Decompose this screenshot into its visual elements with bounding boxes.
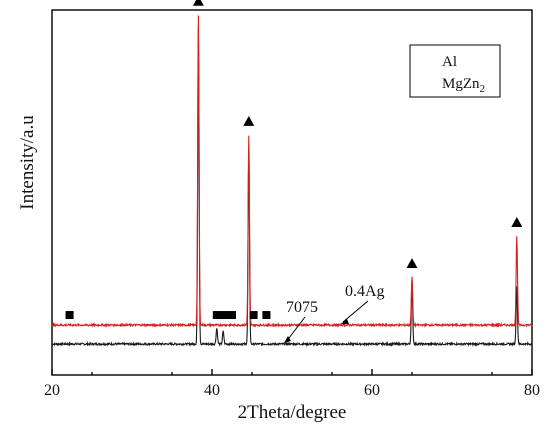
series-line-7075 — [51, 28, 533, 348]
series-line-0-4ag — [51, 15, 533, 328]
annotation-ag-label: 0.4Ag — [345, 283, 385, 300]
x-tick-label: 80 — [524, 382, 540, 399]
legend-label-mgzn: MgZn2 — [442, 76, 485, 95]
mgzn2-peak-marker — [249, 311, 258, 320]
annotation-7075-arrowhead — [284, 336, 291, 343]
x-tick-label: 40 — [204, 382, 220, 399]
annotation-7075-arrow — [285, 316, 306, 343]
annotation-7075-label: 7075 — [286, 299, 318, 316]
al-peak-marker — [511, 217, 523, 227]
y-axis-title: Intensity/a.u — [17, 115, 38, 210]
x-tick-label: 60 — [364, 382, 380, 399]
mgzn2-peak-marker — [262, 311, 271, 320]
al-peak-marker — [192, 0, 204, 6]
x-axis-title: 2Theta/degree — [238, 402, 347, 423]
al-peak-marker — [243, 115, 255, 126]
annotation-ag-arrow — [342, 300, 369, 323]
mgzn2-peak-marker — [65, 311, 74, 320]
plot-frame — [51, 9, 533, 376]
x-tick-label: 20 — [44, 382, 60, 399]
mgzn2-peak-marker — [220, 311, 228, 320]
legend-box — [409, 44, 501, 98]
legend-label-al: Al — [442, 54, 457, 70]
al-peak-marker — [406, 258, 418, 269]
mgzn2-peak-marker — [228, 311, 236, 320]
annotation-ag-arrowhead — [341, 319, 349, 325]
mgzn2-peak-marker — [212, 311, 221, 320]
